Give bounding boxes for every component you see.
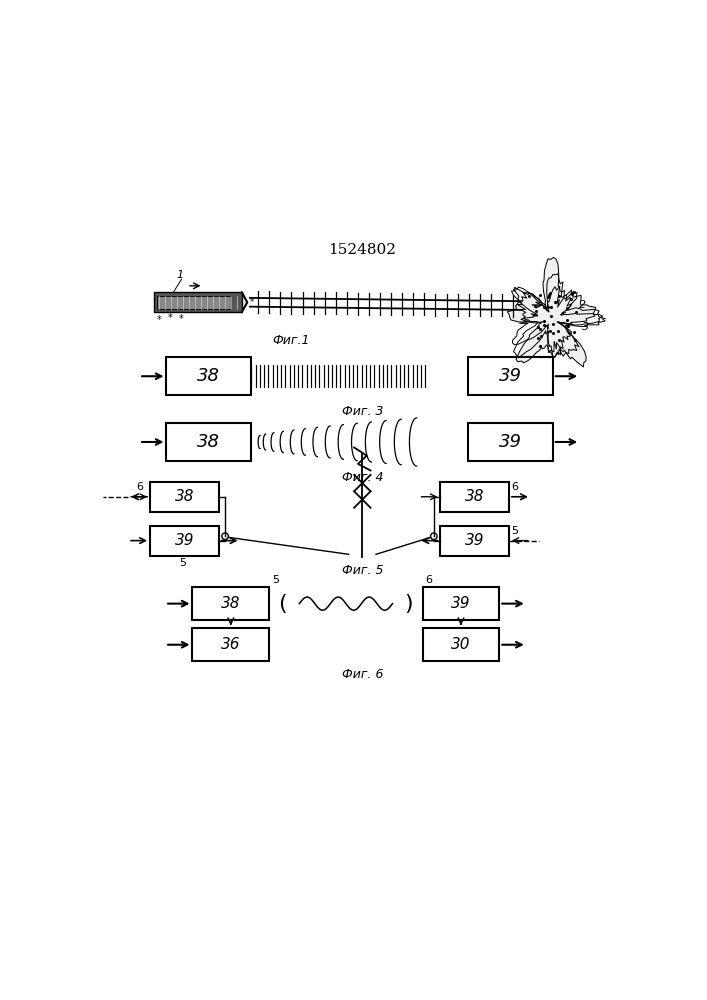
Text: 38: 38: [221, 596, 240, 611]
Text: 39: 39: [498, 433, 522, 451]
Bar: [440, 482, 509, 512]
Bar: [192, 587, 269, 620]
Bar: [440, 526, 509, 556]
Text: 36: 36: [221, 637, 240, 652]
Bar: [150, 526, 218, 556]
Text: 39: 39: [175, 533, 194, 548]
Text: 1524802: 1524802: [328, 243, 397, 257]
Bar: [166, 423, 252, 461]
Text: 2: 2: [579, 300, 586, 310]
Text: 39: 39: [451, 596, 471, 611]
Text: 39: 39: [465, 533, 484, 548]
Text: 38: 38: [197, 367, 221, 385]
Text: 38: 38: [197, 433, 221, 451]
Text: *: *: [157, 315, 162, 325]
Bar: [423, 628, 499, 661]
Text: 39: 39: [498, 367, 522, 385]
Text: *: *: [168, 313, 173, 323]
Bar: [157, 296, 231, 309]
Text: 6: 6: [426, 575, 433, 585]
Text: Фиг. 5: Фиг. 5: [341, 564, 383, 577]
Text: (: (: [279, 594, 287, 614]
Text: 38: 38: [175, 489, 194, 504]
Bar: [468, 423, 553, 461]
Text: 30: 30: [451, 637, 471, 652]
Text: Фиг. 4: Фиг. 4: [341, 471, 383, 484]
Text: 5: 5: [272, 575, 279, 585]
Bar: [468, 357, 553, 395]
Text: Фиг.1: Фиг.1: [272, 334, 310, 347]
Bar: [154, 292, 242, 312]
Text: *: *: [179, 314, 184, 324]
Text: 5: 5: [512, 526, 519, 536]
Bar: [150, 482, 218, 512]
Text: 38: 38: [465, 489, 484, 504]
Text: 1: 1: [176, 270, 183, 280]
Text: 6: 6: [512, 482, 519, 492]
Bar: [192, 628, 269, 661]
Polygon shape: [508, 257, 595, 367]
Text: Фиг. 3: Фиг. 3: [341, 405, 383, 418]
Bar: [423, 587, 499, 620]
Text: 5: 5: [179, 558, 186, 568]
Text: *: *: [250, 298, 255, 307]
Text: 6: 6: [136, 482, 144, 492]
Text: 3: 3: [582, 322, 589, 332]
Text: ): ): [404, 594, 413, 614]
Text: Фиг. 6: Фиг. 6: [341, 668, 383, 681]
Bar: [166, 357, 252, 395]
